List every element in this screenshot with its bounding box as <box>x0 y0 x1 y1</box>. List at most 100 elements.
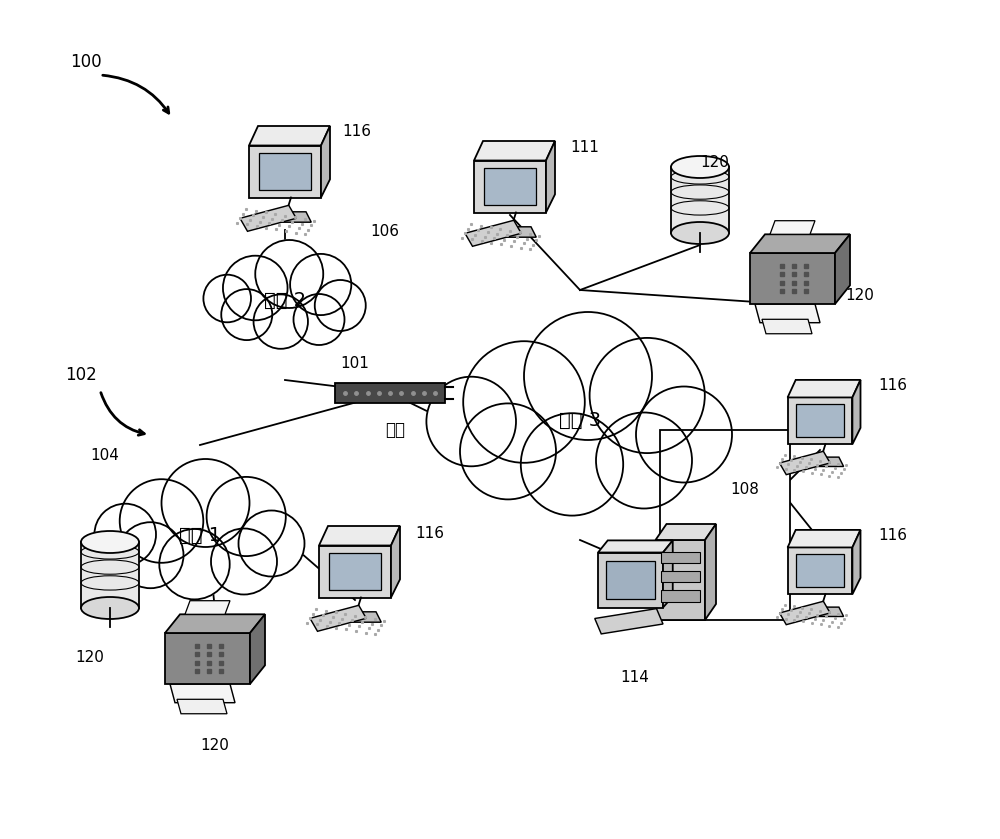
Circle shape <box>463 341 585 463</box>
Polygon shape <box>705 524 716 620</box>
Circle shape <box>211 529 277 595</box>
Text: 111: 111 <box>570 140 599 155</box>
Polygon shape <box>170 684 235 703</box>
Polygon shape <box>661 571 700 582</box>
Text: 104: 104 <box>90 447 119 462</box>
Text: 102: 102 <box>65 366 97 384</box>
Ellipse shape <box>671 156 729 178</box>
Text: 116: 116 <box>342 124 371 139</box>
Polygon shape <box>852 530 860 594</box>
Polygon shape <box>185 601 230 614</box>
Polygon shape <box>319 526 400 545</box>
Text: 120: 120 <box>76 650 104 665</box>
Polygon shape <box>177 699 227 714</box>
Polygon shape <box>796 555 844 587</box>
Text: 网路 3: 网路 3 <box>559 410 601 430</box>
Ellipse shape <box>671 222 729 244</box>
Circle shape <box>290 254 351 315</box>
Text: 106: 106 <box>370 225 399 239</box>
Polygon shape <box>755 304 820 323</box>
Polygon shape <box>595 608 663 634</box>
Polygon shape <box>335 383 445 403</box>
Text: 100: 100 <box>70 53 102 71</box>
Text: 网关: 网关 <box>385 421 405 439</box>
Polygon shape <box>338 612 381 623</box>
Polygon shape <box>750 234 850 253</box>
Circle shape <box>120 479 203 563</box>
Polygon shape <box>598 553 663 607</box>
Polygon shape <box>546 141 555 212</box>
Polygon shape <box>660 430 790 620</box>
Circle shape <box>521 413 623 516</box>
Ellipse shape <box>81 597 139 619</box>
Polygon shape <box>661 591 700 602</box>
Text: 120: 120 <box>846 288 874 303</box>
Polygon shape <box>249 145 321 197</box>
Polygon shape <box>321 126 330 197</box>
Text: 116: 116 <box>415 525 444 540</box>
Circle shape <box>294 294 344 345</box>
Polygon shape <box>780 602 830 625</box>
Polygon shape <box>240 206 296 232</box>
Polygon shape <box>268 211 311 222</box>
Circle shape <box>94 503 156 565</box>
Polygon shape <box>750 253 835 304</box>
Polygon shape <box>494 227 536 237</box>
Polygon shape <box>259 154 311 190</box>
Polygon shape <box>661 552 700 563</box>
Polygon shape <box>484 169 536 205</box>
Polygon shape <box>770 221 815 234</box>
Polygon shape <box>474 160 546 212</box>
Circle shape <box>162 459 250 547</box>
Circle shape <box>118 522 184 588</box>
Polygon shape <box>796 404 844 437</box>
Polygon shape <box>762 320 812 334</box>
Circle shape <box>460 404 556 499</box>
Polygon shape <box>788 398 852 444</box>
Circle shape <box>159 529 230 599</box>
Polygon shape <box>165 614 265 633</box>
Polygon shape <box>788 548 852 594</box>
Text: 120: 120 <box>201 738 229 753</box>
Circle shape <box>596 413 692 508</box>
Text: 网路 1: 网路 1 <box>179 525 221 545</box>
Circle shape <box>255 240 323 308</box>
Polygon shape <box>474 141 555 160</box>
Circle shape <box>221 289 272 340</box>
Polygon shape <box>780 451 830 475</box>
Polygon shape <box>663 540 673 607</box>
Polygon shape <box>81 542 139 608</box>
Circle shape <box>426 377 516 466</box>
Polygon shape <box>606 560 655 599</box>
Text: 116: 116 <box>878 378 907 393</box>
Circle shape <box>254 294 308 349</box>
Polygon shape <box>319 545 391 597</box>
Ellipse shape <box>81 531 139 553</box>
Circle shape <box>590 338 705 453</box>
Polygon shape <box>835 234 850 304</box>
Polygon shape <box>805 457 844 466</box>
Text: 114: 114 <box>620 670 649 685</box>
Polygon shape <box>250 614 265 684</box>
Text: 101: 101 <box>340 356 369 371</box>
Polygon shape <box>671 167 729 233</box>
Polygon shape <box>329 553 381 590</box>
Circle shape <box>207 477 286 556</box>
Circle shape <box>315 280 366 331</box>
Polygon shape <box>788 380 860 398</box>
Text: 网路 2: 网路 2 <box>264 290 306 310</box>
Circle shape <box>239 510 304 576</box>
Polygon shape <box>656 524 716 540</box>
Polygon shape <box>249 126 330 145</box>
Circle shape <box>223 256 288 320</box>
Polygon shape <box>465 221 521 247</box>
Polygon shape <box>852 380 860 444</box>
Text: 116: 116 <box>878 528 907 543</box>
Text: 108: 108 <box>730 482 759 498</box>
Polygon shape <box>656 540 705 620</box>
Circle shape <box>203 274 251 322</box>
Polygon shape <box>598 540 673 553</box>
Polygon shape <box>391 526 400 597</box>
Polygon shape <box>805 607 844 617</box>
Text: 120: 120 <box>701 155 729 170</box>
